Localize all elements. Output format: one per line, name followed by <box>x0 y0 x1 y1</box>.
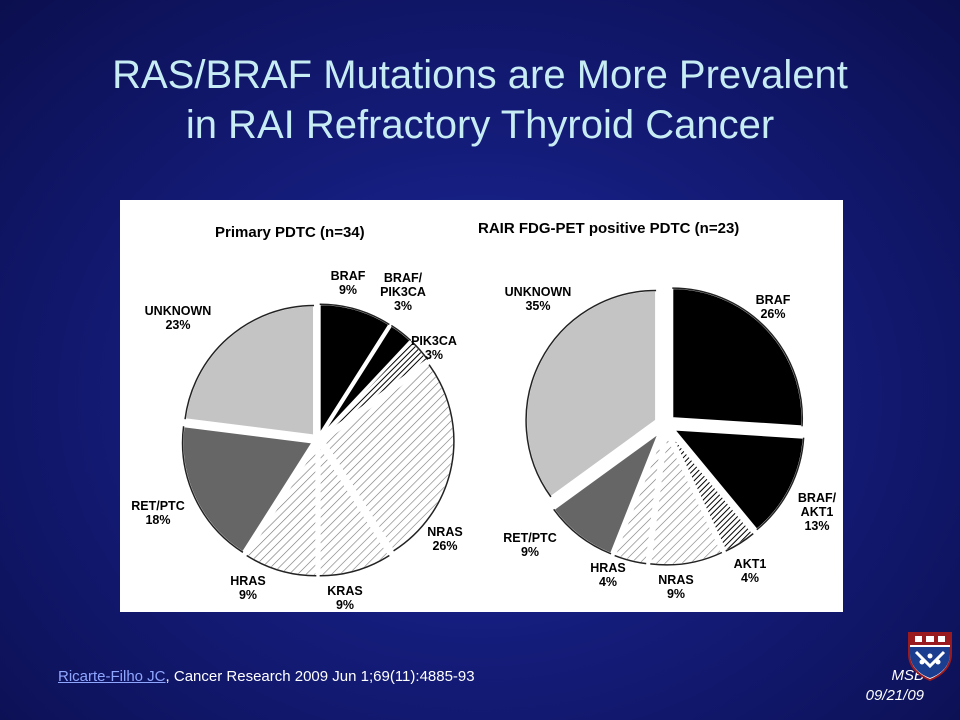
chart-1-label-braf: BRAF 9% <box>331 269 366 297</box>
chart-2-title: RAIR FDG-PET positive PDTC (n=23) <box>478 220 739 237</box>
chart-1-slice-rim-7 <box>184 304 315 420</box>
chart-2-label-hras: HRAS 4% <box>590 561 625 589</box>
pie-charts-figure: Primary PDTC (n=34) RAIR FDG-PET positiv… <box>120 200 843 612</box>
chart-1-slice-rim-5 <box>246 554 317 577</box>
chart-1-label-nras: NRAS 26% <box>427 525 462 553</box>
chart-1-title: Primary PDTC (n=34) <box>215 224 365 241</box>
chart-2-slice-rim-0 <box>672 287 804 427</box>
chart-1-label-unknown: UNKNOWN 23% <box>145 304 212 332</box>
chart-2-slice-rim-2 <box>725 533 754 552</box>
chart-1-label-braf-pik3ca: BRAF/PIK3CA 3% <box>380 271 426 313</box>
chart-2-pie: BRAF 26% BRAF/AKT1 13% AKT1 4% NRAS 9% HRAS 4% RET… <box>503 285 836 601</box>
date-label: 09/21/09 <box>865 687 924 704</box>
chart-1-slice-rim-6 <box>181 426 244 553</box>
university-shield-icon <box>908 632 952 682</box>
slide-title-line-2: in RAI Refractory Thyroid Cancer <box>185 103 775 147</box>
slide-title-line-1: RAS/BRAF Mutations are More Prevalent <box>112 53 848 97</box>
citation: Ricarte-Filho JC, Cancer Research 2009 J… <box>58 668 475 685</box>
pie-charts-svg: Primary PDTC (n=34) RAIR FDG-PET positiv… <box>131 220 836 612</box>
slide-title: RAS/BRAF Mutations are More Prevalent in… <box>0 50 960 150</box>
chart-2-slice-rim-1 <box>756 437 805 531</box>
chart-1-label-kras: KRAS 9% <box>327 584 362 612</box>
chart-1-label-hras: HRAS 9% <box>230 574 265 602</box>
citation-text: , Cancer Research 2009 Jun 1;69(11):4885… <box>165 668 475 685</box>
chart-2-label-braf: BRAF 26% <box>756 293 791 321</box>
chart-2-slice-rim-3 <box>650 551 723 566</box>
chart-1-slice-rim-4 <box>319 554 390 577</box>
chart-1-slice-rim-2 <box>410 340 429 361</box>
chart-2-slice-rim-5 <box>553 508 612 555</box>
chart-2-label-akt1: AKT1 4% <box>734 557 767 585</box>
chart-1-slice-unknown <box>183 304 316 437</box>
chart-1-label-ret-ptc: RET/PTC 18% <box>131 499 184 527</box>
chart-1-pie: BRAF 9% BRAF/PIK3CA 3% PIK3CA 3% NRAS 26% KRAS 9%… <box>131 269 462 612</box>
chart-1-slice-rim-0 <box>319 303 390 326</box>
chart-2-label-ret-ptc: RET/PTC 9% <box>503 531 556 559</box>
chart-1-slice-rim-1 <box>390 324 412 342</box>
chart-1-label-pik3ca: PIK3CA 3% <box>411 334 457 362</box>
chart-2-label-nras: NRAS 9% <box>658 573 693 601</box>
chart-2-label-braf-akt1: BRAF/AKT1 13% <box>798 491 837 533</box>
citation-link[interactable]: Ricarte-Filho JC <box>58 668 166 685</box>
chart-1-slice-rim-3 <box>393 364 455 552</box>
chart-2-slice-rim-6 <box>525 289 657 498</box>
chart-2-label-unknown: UNKNOWN 35% <box>505 285 572 313</box>
chart-2-slice-rim-4 <box>614 554 647 565</box>
